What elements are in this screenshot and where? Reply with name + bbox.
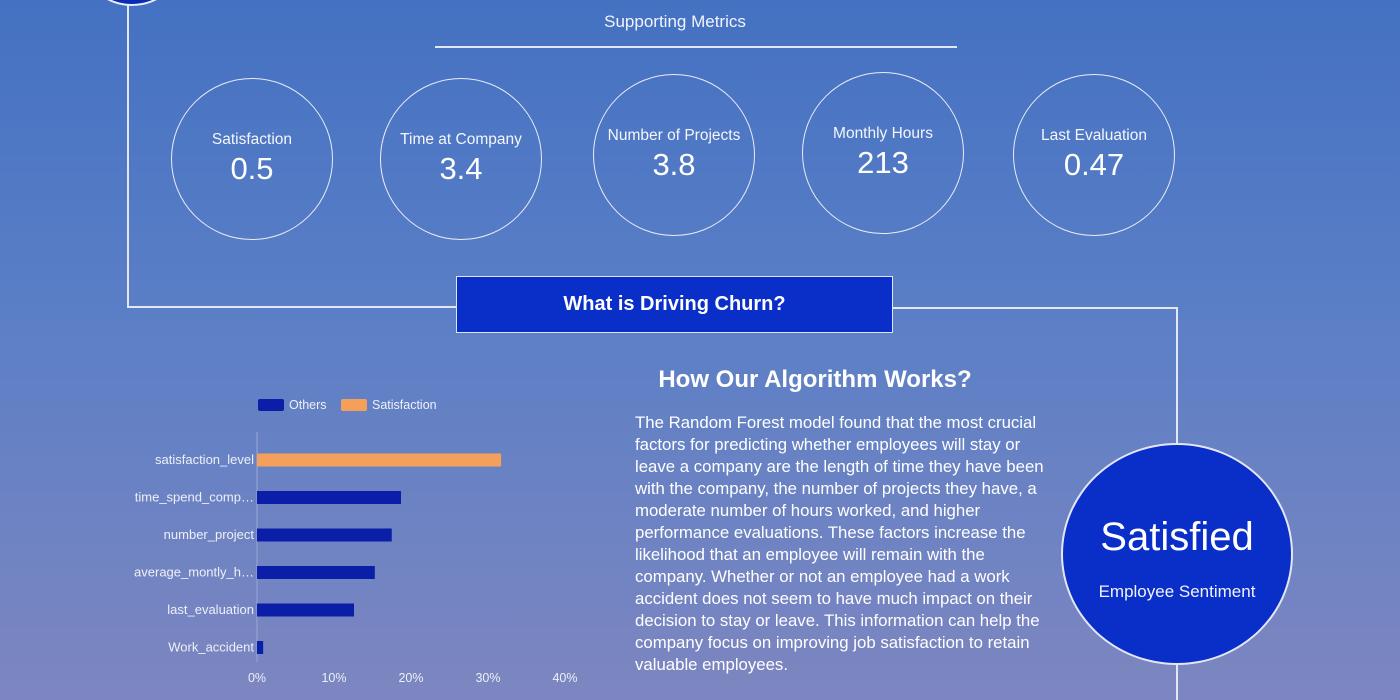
metric-value: 3.8 bbox=[652, 147, 696, 182]
chart-category-label: last_evaluation bbox=[167, 602, 254, 617]
connector-line-left-horizontal bbox=[127, 306, 457, 308]
sentiment-value: Satisfied bbox=[1100, 514, 1254, 559]
metrics-title-underline bbox=[435, 46, 957, 48]
metric-monthly-hours: Monthly Hours 213 bbox=[802, 72, 964, 234]
metric-value: 3.4 bbox=[439, 151, 483, 186]
driving-churn-banner: What is Driving Churn? bbox=[456, 276, 893, 333]
chart-x-tick-label: 0% bbox=[248, 671, 266, 685]
algorithm-title: How Our Algorithm Works? bbox=[658, 366, 972, 393]
chart-x-tick-label: 10% bbox=[321, 671, 346, 685]
metric-value: 213 bbox=[857, 145, 909, 180]
metric-number-of-projects: Number of Projects 3.8 bbox=[593, 74, 755, 236]
metric-label: Number of Projects bbox=[607, 127, 741, 144]
metric-label: Time at Company bbox=[400, 131, 522, 148]
chart-bar-satisfaction bbox=[257, 453, 502, 467]
metric-value: 0.47 bbox=[1063, 147, 1125, 182]
metric-satisfaction: Satisfaction 0.5 bbox=[171, 78, 333, 240]
chart-x-tick-label: 30% bbox=[475, 671, 500, 685]
chart-bar-others bbox=[257, 566, 375, 579]
metric-label: Last Evaluation bbox=[1041, 127, 1147, 144]
legend-label-satisfaction: Satisfaction bbox=[372, 398, 437, 412]
chart-category-label: satisfaction_level bbox=[155, 452, 254, 467]
connector-line-right-vertical bbox=[1176, 307, 1178, 445]
metric-label: Satisfaction bbox=[211, 131, 293, 148]
feature-importance-chart: satisfaction_level time_spend_comp…number… bbox=[134, 432, 578, 685]
chart-category-label: Work_accident bbox=[168, 640, 254, 655]
chart-category-label: average_montly_h… bbox=[134, 565, 254, 580]
chart-bar-others bbox=[257, 528, 392, 542]
chart-bar-others bbox=[257, 641, 264, 654]
sentiment-label: Employee Sentiment bbox=[1098, 581, 1256, 601]
chart-x-tick-label: 40% bbox=[552, 671, 577, 685]
connector-line-right-horizontal bbox=[892, 307, 1178, 309]
metric-value: 0.5 bbox=[230, 151, 274, 186]
legend-swatch-satisfaction bbox=[341, 399, 367, 411]
metric-last-evaluation: Last Evaluation 0.47 bbox=[1013, 74, 1175, 236]
legend-label-others: Others bbox=[289, 398, 327, 412]
legend-swatch-others bbox=[258, 399, 284, 411]
chart-bar-others bbox=[257, 491, 401, 504]
chart-category-label: number_project bbox=[164, 527, 255, 542]
supporting-metrics-title: Supporting Metrics bbox=[604, 12, 746, 31]
metric-label: Monthly Hours bbox=[833, 125, 933, 142]
employee-sentiment-circle: Satisfied Employee Sentiment bbox=[1061, 443, 1293, 665]
chart-bar-others bbox=[257, 603, 355, 617]
chart-category-label: time_spend_comp… bbox=[135, 490, 254, 505]
connector-line-right-bottom bbox=[1176, 664, 1178, 700]
metric-time-at-company: Time at Company 3.4 bbox=[380, 78, 542, 240]
algorithm-description: The Random Forest model found that the m… bbox=[635, 413, 1044, 674]
chart-x-tick-label: 20% bbox=[398, 671, 423, 685]
connector-line-left-vertical bbox=[127, 0, 129, 308]
